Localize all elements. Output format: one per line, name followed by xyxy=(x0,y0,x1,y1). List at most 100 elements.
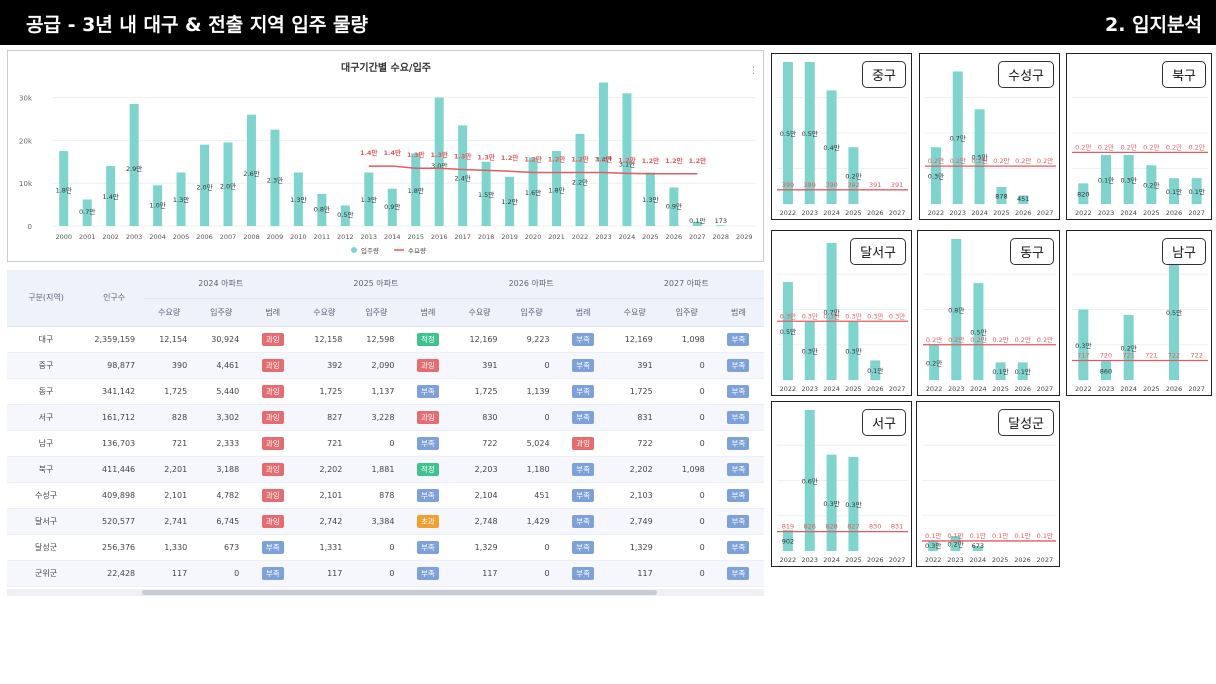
bar xyxy=(1191,178,1202,204)
x-tick-label: 2003 xyxy=(126,233,143,241)
bar-label: 0.7만 xyxy=(79,207,95,216)
status-badge: 부족 xyxy=(572,410,595,424)
supply-cell: 0 xyxy=(505,560,558,587)
demand-label: 819 xyxy=(782,523,794,531)
status-badge: 부족 xyxy=(727,566,750,580)
demand-label: 0.2만 xyxy=(926,335,942,344)
line-label: 1.2만 xyxy=(548,154,566,163)
demand-cell: 827 xyxy=(298,404,351,431)
bar-label: 1.2만 xyxy=(501,197,517,206)
demand-label: 0.2만 xyxy=(971,156,987,165)
demand-cell: 2,202 xyxy=(298,456,351,483)
district-chart-svg: 2022 902 2023 0.6만 2024 0.3만 2025 0.3만 2026 2027 8… xyxy=(777,410,908,564)
supply-cell: 0 xyxy=(660,404,713,431)
bar-label: 0.3만 xyxy=(845,500,861,509)
demand-label: 0.2만 xyxy=(993,156,1009,165)
x-tick-label: 2027 xyxy=(889,209,906,217)
bar xyxy=(1123,314,1134,380)
table-row: 대구 2,359,159 12,154 30,924 과잉 12,158 12,598 적정 1… xyxy=(7,326,764,353)
x-tick-label: 2023 xyxy=(947,556,964,564)
demand-label: 0.2만 xyxy=(1015,156,1031,165)
status-badge: 부족 xyxy=(417,488,439,502)
bar-label: 0.5만 xyxy=(780,129,796,138)
bar xyxy=(645,172,655,226)
x-tick-label: 2009 xyxy=(267,233,284,241)
supply-cell: 1,137 xyxy=(350,378,403,405)
demand-label: 392 xyxy=(847,181,859,189)
bar-label: 2.0만 xyxy=(196,182,212,191)
supply-cell: 12,598 xyxy=(350,326,403,353)
demand-cell: 12,169 xyxy=(608,326,661,353)
line-label: 1.3만 xyxy=(477,152,495,161)
table-row: 달성군 256,376 1,330 673 부족 1,331 0 부족 1,329 0 부족 1,32… xyxy=(7,534,764,561)
header-bar: 공급 - 3년 내 대구 & 전출 지역 입주 물량 2. 입지분석 xyxy=(0,0,1216,45)
legend-cell: 과잉 xyxy=(557,430,609,457)
district-chart-svg: 2022 0.5만 2023 0.5만 2024 0.4만 2025 0.2만 2026 2027… xyxy=(777,62,908,217)
district-label: 서구 xyxy=(862,409,906,436)
x-tick-label: 2023 xyxy=(801,385,818,393)
demand-cell: 1,329 xyxy=(453,534,506,561)
x-tick-label: 2022 xyxy=(925,556,942,564)
demand-cell: 1,725 xyxy=(143,378,196,405)
status-badge: 부족 xyxy=(727,384,750,398)
bar xyxy=(270,129,280,226)
supply-cell: 0 xyxy=(660,430,713,457)
status-badge: 부족 xyxy=(572,514,595,528)
bar xyxy=(928,540,939,551)
region-cell: 달성군 xyxy=(7,534,86,561)
supply-cell: 4,461 xyxy=(195,352,248,379)
legend-cell: 부족 xyxy=(402,534,454,561)
status-badge: 과잉 xyxy=(261,410,284,424)
x-tick-label: 2026 xyxy=(1015,209,1032,217)
x-tick-label: 2027 xyxy=(889,556,906,564)
district-label: 동구 xyxy=(1010,238,1054,265)
status-badge: 부족 xyxy=(727,540,750,554)
status-badge: 과잉 xyxy=(261,358,284,372)
region-cell: 달서구 xyxy=(7,508,86,535)
demand-label: 827 xyxy=(847,523,859,531)
x-tick-label: 2025 xyxy=(845,385,862,393)
bar-label: 1.3만 xyxy=(361,195,377,204)
x-tick-label: 2025 xyxy=(992,385,1009,393)
demand-label: 0.3만 xyxy=(845,311,861,320)
section-title: 2. 입지분석 xyxy=(1105,14,1202,36)
x-tick-label: 2025 xyxy=(1143,209,1160,217)
col-subheader: 범례 xyxy=(557,298,609,327)
bar xyxy=(996,186,1007,204)
supply-cell: 5,440 xyxy=(195,378,248,405)
bar xyxy=(505,176,515,226)
x-tick-label: 2015 xyxy=(407,233,424,241)
x-tick-label: 2024 xyxy=(823,556,840,564)
x-tick-label: 2024 xyxy=(1120,209,1137,217)
table-scrollbar[interactable] xyxy=(7,589,764,596)
supply-cell: 0 xyxy=(660,378,713,405)
scrollbar-thumb[interactable] xyxy=(142,590,657,595)
bar-label: 0.8만 xyxy=(314,205,330,214)
demand-cell: 117 xyxy=(143,560,196,587)
bar-label: 0.2만 xyxy=(926,358,942,367)
x-tick-label: 2017 xyxy=(454,233,471,241)
status-badge: 부족 xyxy=(572,566,595,580)
supply-cell: 3,302 xyxy=(195,404,248,431)
x-tick-label: 2026 xyxy=(1166,385,1183,393)
supply-cell: 6,745 xyxy=(195,508,248,535)
x-tick-label: 2016 xyxy=(431,233,448,241)
col-subheader: 수요량 xyxy=(143,298,196,327)
pop-cell: 409,898 xyxy=(85,482,144,509)
bar-label: 820 xyxy=(1077,191,1089,199)
col-header-year: 2026 아파트 xyxy=(453,270,609,299)
district-chart-서구: 2022 902 2023 0.6만 2024 0.3만 2025 0.3만 2026 2027 8… xyxy=(771,401,912,567)
status-badge: 과잉 xyxy=(261,332,284,346)
x-tick-label: 2008 xyxy=(243,233,260,241)
demand-label: 0.1만 xyxy=(925,531,941,540)
more-icon: ⋮ xyxy=(749,66,758,76)
supply-cell: 3,188 xyxy=(195,456,248,483)
x-tick-label: 2023 xyxy=(595,233,612,241)
legend-cell: 과잉 xyxy=(247,404,299,431)
x-tick-label: 2022 xyxy=(1075,385,1092,393)
x-tick-label: 2026 xyxy=(867,209,884,217)
status-badge: 부족 xyxy=(727,358,750,372)
x-tick-label: 2021 xyxy=(548,233,565,241)
bar xyxy=(1078,309,1089,380)
bar-label: 2.3만 xyxy=(267,176,283,185)
